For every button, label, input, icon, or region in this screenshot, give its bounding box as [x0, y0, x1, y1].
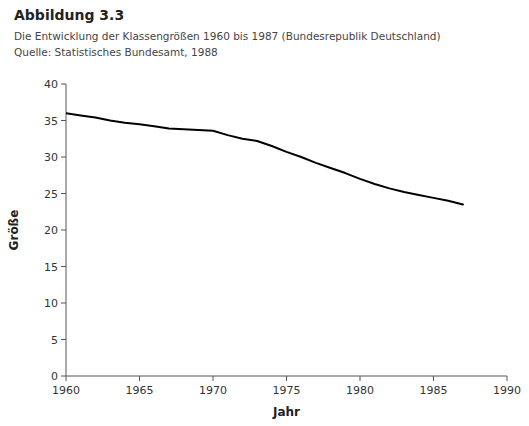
- y-tick: [61, 157, 66, 158]
- y-tick-label: 30: [44, 151, 58, 164]
- x-tick-label: 1980: [346, 384, 374, 397]
- y-tick-label: 40: [44, 78, 58, 91]
- plot-area: [66, 113, 463, 204]
- y-tick: [61, 84, 66, 85]
- x-tick-label: 1970: [199, 384, 227, 397]
- subtitle: Die Entwicklung der Klassengrößen 1960 b…: [14, 30, 441, 42]
- axes: 1960 1965 1970 1975 1980 1985 1990 0 5 10 15 20 25 30…: [44, 78, 521, 397]
- y-tick-label: 10: [44, 297, 58, 310]
- y-tick-label: 35: [44, 115, 58, 128]
- x-tick: [433, 376, 434, 381]
- x-tick-label: 1965: [126, 384, 154, 397]
- y-tick-label: 20: [44, 224, 58, 237]
- x-tick-label: 1985: [420, 384, 448, 397]
- x-tick-label: 1990: [493, 384, 521, 397]
- y-tick: [61, 266, 66, 267]
- y-tick: [61, 230, 66, 231]
- x-tick-label: 1975: [273, 384, 301, 397]
- y-tick: [61, 339, 66, 340]
- y-tick: [61, 120, 66, 121]
- y-tick: [61, 303, 66, 304]
- y-tick-label: 5: [51, 334, 58, 347]
- x-tick: [139, 376, 140, 381]
- x-tick: [213, 376, 214, 381]
- x-tick-label: 1960: [52, 384, 80, 397]
- data-line: [66, 113, 463, 204]
- subtitle: Quelle: Statistisches Bundesamt, 1988: [14, 46, 218, 58]
- x-tick: [286, 376, 287, 381]
- x-axis-label: Jahr: [272, 405, 300, 419]
- y-axis-label: Größe: [7, 210, 21, 251]
- x-tick: [66, 376, 67, 381]
- x-tick: [360, 376, 361, 381]
- y-tick-label: 15: [44, 261, 58, 274]
- y-tick-label: 25: [44, 188, 58, 201]
- y-tick: [61, 193, 66, 194]
- chart-container: Abbildung 3.3 Die Entwicklung der Klassen…: [0, 0, 529, 426]
- y-tick-label: 0: [51, 370, 58, 383]
- title: Abbildung 3.3: [14, 7, 124, 23]
- x-tick: [507, 376, 508, 381]
- y-tick: [61, 376, 66, 377]
- chart-svg: Abbildung 3.3 Die Entwicklung der Klassen…: [0, 0, 529, 426]
